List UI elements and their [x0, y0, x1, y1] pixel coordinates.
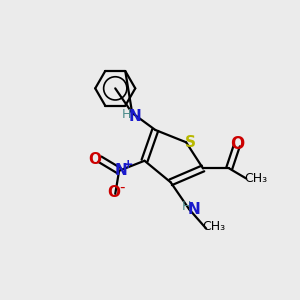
Text: H: H	[121, 108, 131, 121]
Text: O: O	[231, 135, 245, 153]
Text: +: +	[123, 158, 134, 171]
Text: N: N	[188, 202, 200, 217]
Text: O: O	[107, 185, 120, 200]
Text: CH₃: CH₃	[202, 220, 225, 233]
Text: N: N	[129, 109, 142, 124]
Text: -: -	[119, 180, 125, 195]
Text: N: N	[115, 163, 128, 178]
Text: S: S	[184, 135, 195, 150]
Text: H: H	[182, 200, 191, 213]
Text: CH₃: CH₃	[244, 172, 267, 185]
Text: O: O	[88, 152, 101, 167]
